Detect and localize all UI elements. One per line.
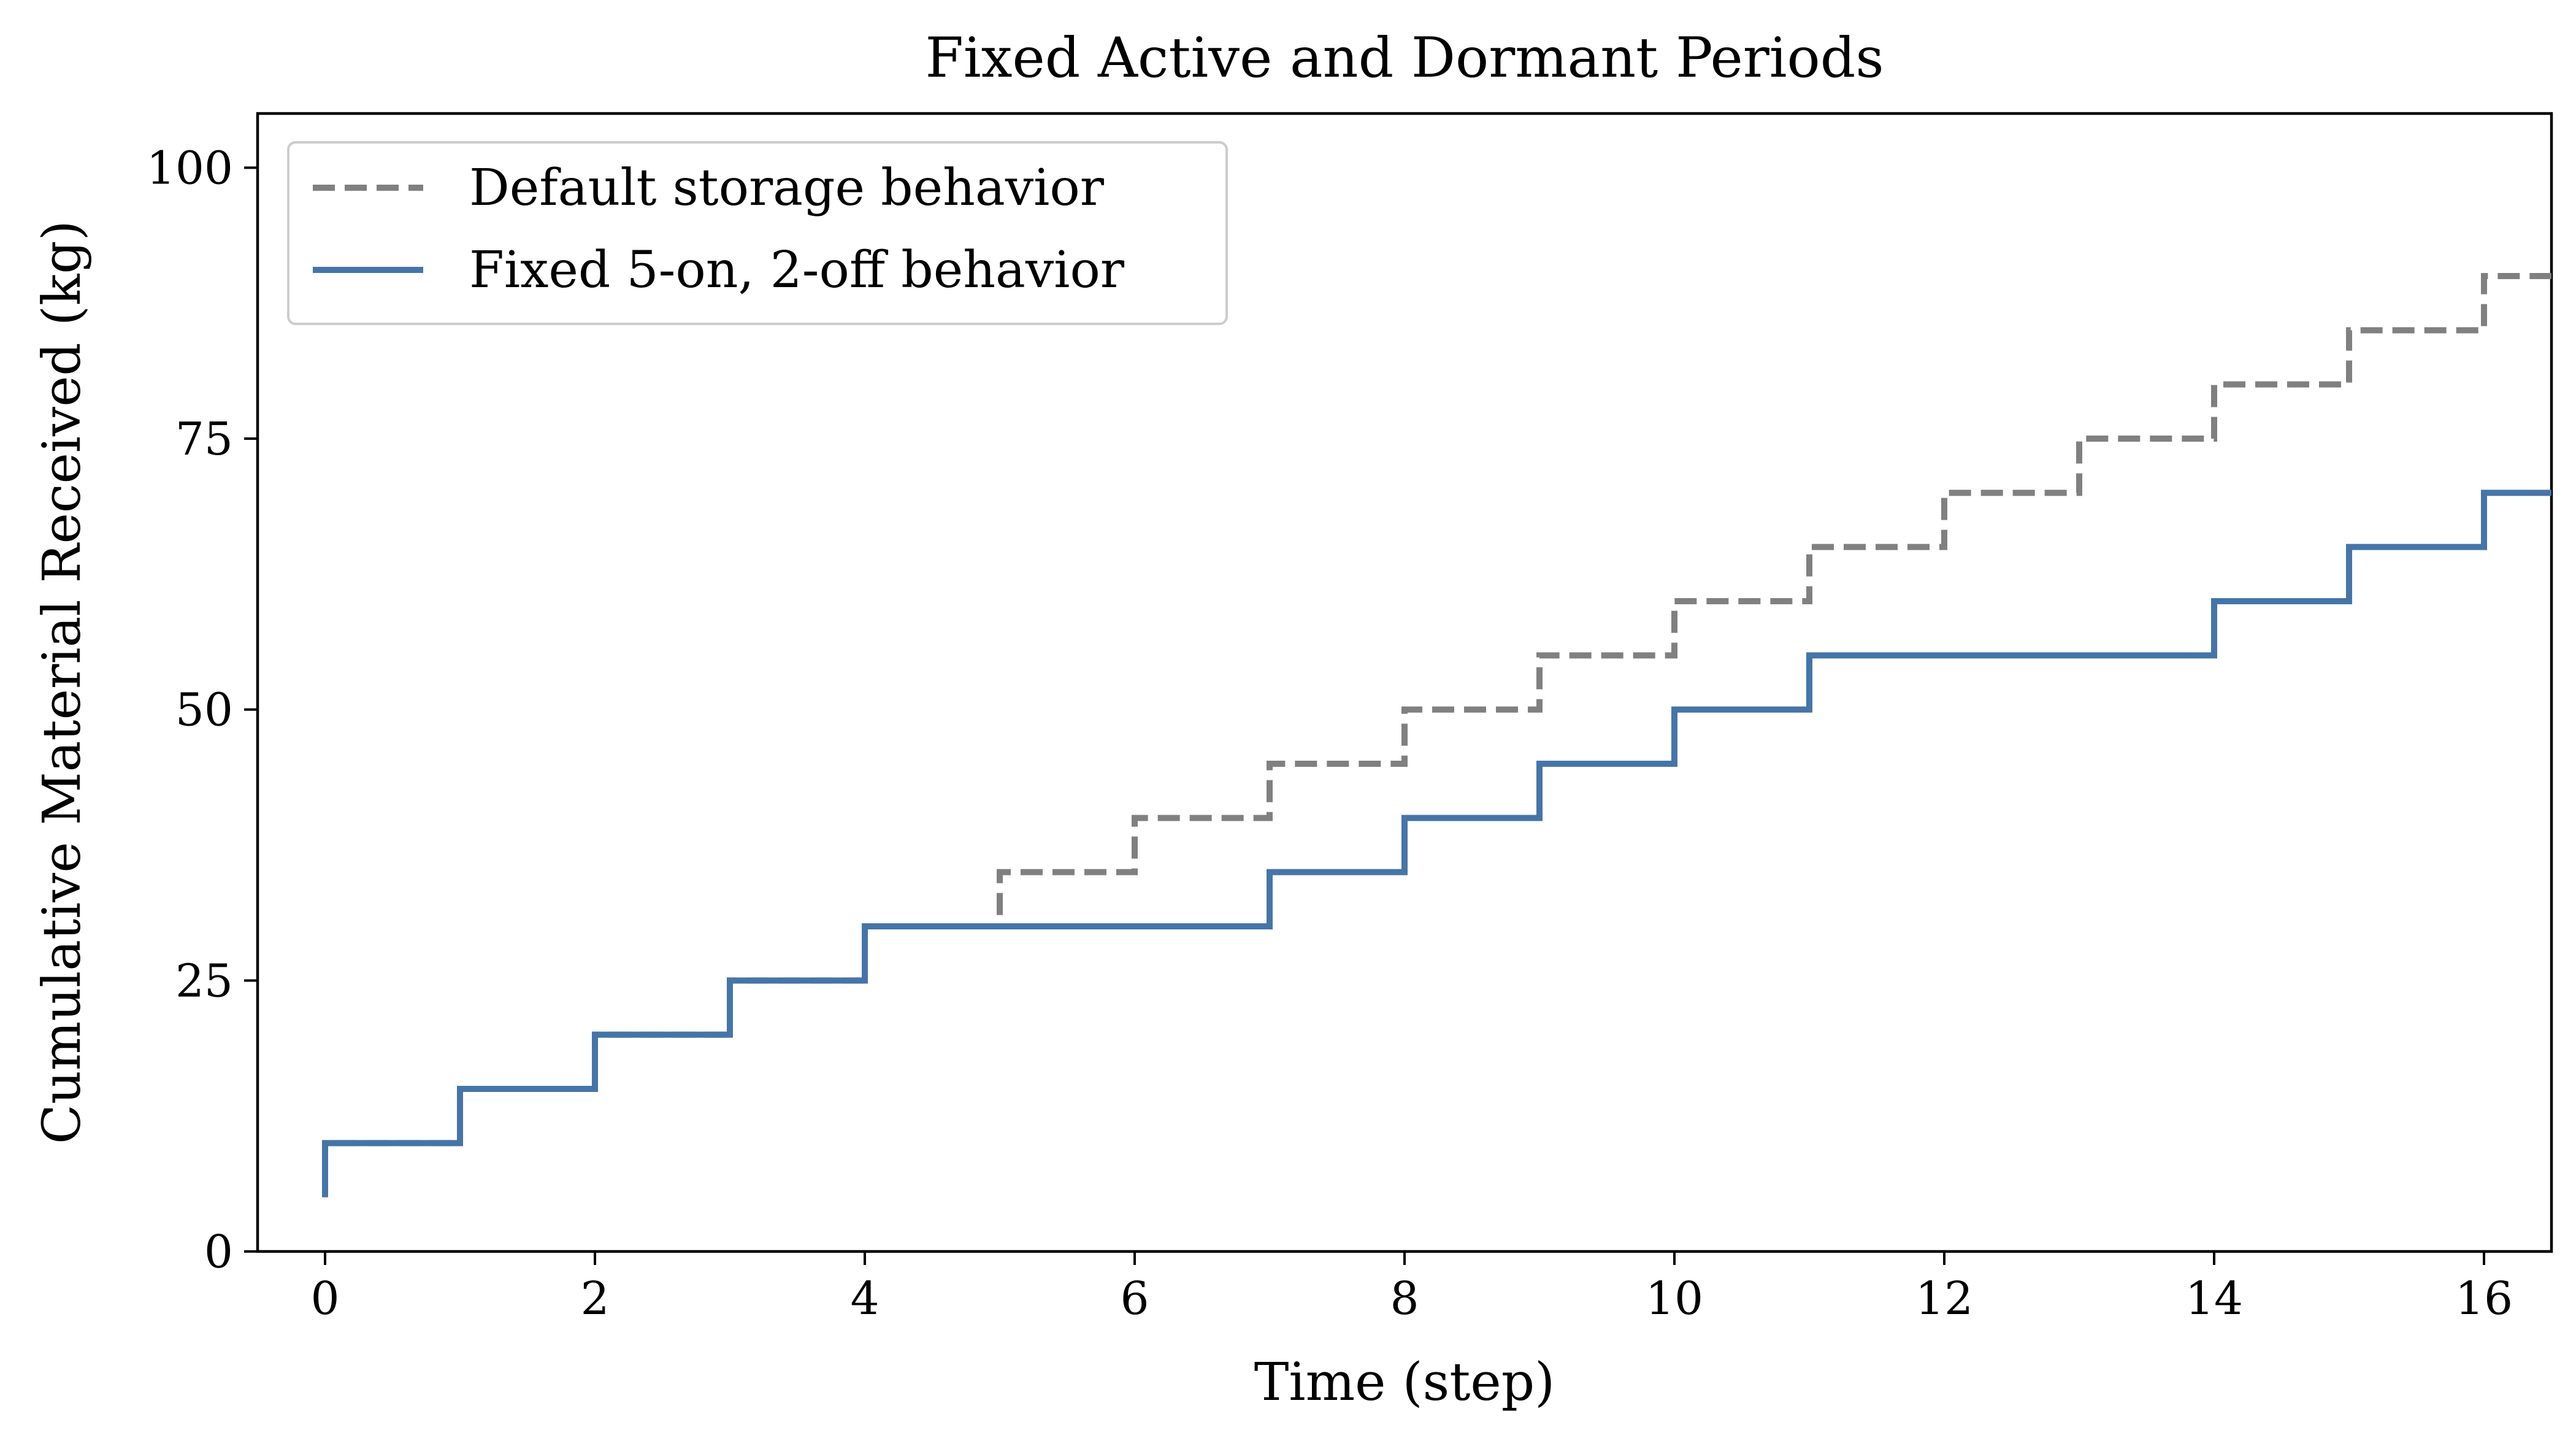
x-tick-label: 0 <box>310 1272 339 1325</box>
x-axis-label: Time (step) <box>1254 1352 1555 1413</box>
y-axis-label: Cumulative Material Received (kg) <box>32 220 93 1144</box>
series-layer <box>322 273 2551 1197</box>
x-tick-label: 14 <box>2185 1272 2243 1325</box>
legend-label-fixed: Fixed 5-on, 2-off behavior <box>469 241 1125 299</box>
chart-title: Fixed Active and Dormant Periods <box>925 26 1884 90</box>
x-tick-label: 4 <box>850 1272 879 1325</box>
y-tick-label: 75 <box>175 413 233 466</box>
series-line-0 <box>322 273 2551 1197</box>
x-tick-label: 2 <box>580 1272 609 1325</box>
x-tick-label: 6 <box>1120 1272 1149 1325</box>
y-tick-label: 50 <box>175 684 233 737</box>
y-tick-label: 100 <box>147 142 233 194</box>
x-tick-label: 16 <box>2455 1272 2513 1325</box>
y-tick-label: 0 <box>204 1226 233 1278</box>
x-tick-label: 8 <box>1390 1272 1419 1325</box>
legend-label-default: Default storage behavior <box>469 159 1105 217</box>
y-tick-label: 25 <box>175 955 233 1007</box>
x-tick-label: 10 <box>1646 1272 1703 1325</box>
legend-box <box>287 141 1228 325</box>
legend: Default storage behavior Fixed 5-on, 2-o… <box>287 141 1228 325</box>
series-line-1 <box>322 490 2551 1197</box>
x-tick-label: 12 <box>1915 1272 1973 1325</box>
ticks-layer: 0 2 4 6 8 10 12 14 16 0 25 50 75 100 <box>147 142 2513 1325</box>
